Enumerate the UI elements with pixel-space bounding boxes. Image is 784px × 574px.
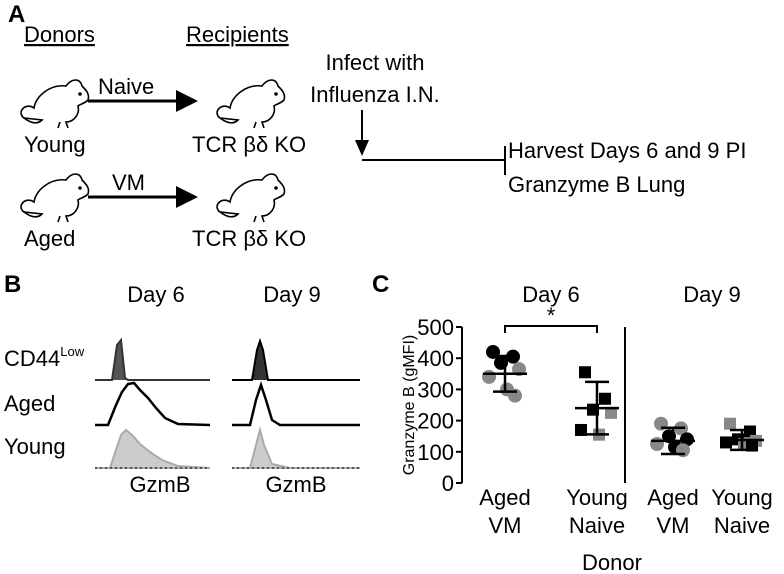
data-point bbox=[746, 439, 758, 452]
step-text: Granzyme B Lung bbox=[508, 172, 685, 197]
arrow-head bbox=[176, 90, 198, 112]
histogram bbox=[232, 426, 360, 469]
data-point bbox=[599, 392, 611, 405]
data-point bbox=[579, 366, 591, 379]
column-title: Day 6 bbox=[127, 282, 184, 307]
row-label: Young bbox=[4, 434, 66, 459]
category-label: Young bbox=[711, 485, 773, 510]
y-tick-label: 400 bbox=[417, 346, 454, 371]
axis-label: GzmB bbox=[265, 472, 326, 497]
column-title: Day 9 bbox=[263, 282, 320, 307]
panel-title: Day 9 bbox=[683, 282, 740, 307]
donor-label: Young bbox=[24, 132, 86, 157]
mouse-icon bbox=[20, 79, 90, 129]
step-text: Harvest Days 6 and 9 PI bbox=[508, 138, 746, 163]
row-name: CD44 bbox=[4, 346, 60, 371]
panel-label: C bbox=[372, 271, 389, 298]
transfer-label: VM bbox=[112, 170, 145, 195]
y-tick-label: 300 bbox=[417, 377, 454, 402]
panel-label: A bbox=[8, 1, 25, 28]
y-tick-label: 100 bbox=[417, 440, 454, 465]
row-label: Aged bbox=[4, 391, 55, 416]
data-point bbox=[720, 436, 732, 449]
heading: Donors bbox=[24, 22, 95, 47]
category-label: Naive bbox=[714, 513, 770, 538]
significance-label: * bbox=[547, 303, 556, 328]
histogram bbox=[95, 428, 211, 469]
transfer-label: Naive bbox=[98, 74, 154, 99]
superscript: Low bbox=[60, 344, 84, 359]
data-point bbox=[724, 417, 736, 430]
data-point bbox=[650, 437, 664, 451]
y-tick-label: 200 bbox=[417, 409, 454, 434]
recipient-label: TCR βδ KO bbox=[192, 132, 306, 157]
data-point bbox=[680, 432, 694, 447]
histogram bbox=[95, 381, 211, 427]
panel-label: B bbox=[4, 271, 21, 298]
y-tick-label: 500 bbox=[417, 315, 454, 340]
histogram bbox=[232, 381, 360, 427]
data-point bbox=[482, 369, 496, 384]
arrow-head bbox=[176, 186, 198, 208]
row-label: CD44Low bbox=[4, 344, 85, 371]
significance-bracket bbox=[504, 325, 598, 333]
heading: Recipients bbox=[186, 22, 289, 47]
category-label: Naive bbox=[569, 513, 625, 538]
panel-title: Day 6 bbox=[522, 282, 579, 307]
data-point bbox=[605, 406, 617, 419]
step-text: Influenza I.N. bbox=[310, 82, 440, 107]
data-point bbox=[575, 423, 587, 436]
histogram bbox=[95, 337, 210, 381]
x-axis-label: Donor bbox=[582, 550, 642, 574]
donor-label: Aged bbox=[24, 226, 75, 251]
mouse-icon bbox=[216, 79, 286, 129]
histogram bbox=[232, 337, 360, 381]
y-axis-label: Granzyme B (gMFI) bbox=[401, 335, 418, 475]
category-label: Aged bbox=[479, 485, 530, 510]
recipient-label: TCR βδ KO bbox=[192, 226, 306, 251]
arrow-head bbox=[355, 140, 369, 156]
category-label: Aged bbox=[647, 485, 698, 510]
y-tick-label: 0 bbox=[442, 471, 454, 496]
category-label: VM bbox=[657, 513, 690, 538]
category-label: VM bbox=[489, 513, 522, 538]
mouse-icon bbox=[20, 173, 90, 223]
category-label: Young bbox=[566, 485, 628, 510]
data-point bbox=[744, 425, 756, 438]
axis-label: GzmB bbox=[129, 472, 190, 497]
step-text: Infect with bbox=[325, 50, 424, 75]
mouse-icon bbox=[216, 173, 286, 223]
